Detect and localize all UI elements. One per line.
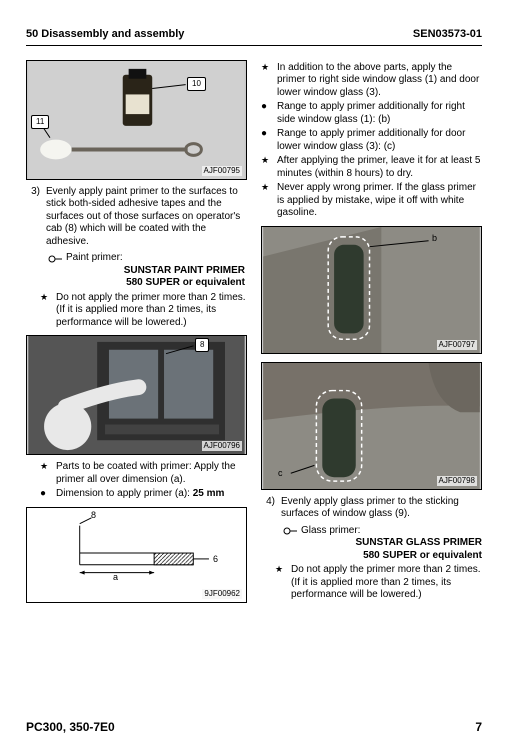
paint-primer-name-2: 580 SUPER or equivalent xyxy=(40,277,245,290)
right-range-c: Range to apply primer additionally for d… xyxy=(277,128,482,153)
left-column: 10 11 AJF00795 3) Evenly apply paint pri… xyxy=(26,60,247,603)
footer-model: PC300, 350-7E0 xyxy=(26,720,115,735)
paint-primer-label: Paint primer: xyxy=(66,252,123,265)
right-dry-note: After applying the primer, leave it for … xyxy=(277,155,482,180)
right-wrong-primer-note: Never apply wrong primer. If the glass p… xyxy=(277,182,482,220)
figure-dimension-diagram: 8 6 a 9JF00962 xyxy=(26,507,247,603)
figure-id: AJF00795 xyxy=(202,166,242,176)
bullet-icon: ● xyxy=(40,488,50,501)
figure-id: AJF00796 xyxy=(202,441,242,451)
figure-window-glass-c: c AJF00798 xyxy=(261,362,482,490)
glass-primer-label: Glass primer: xyxy=(301,525,360,538)
figure-apply-primer-cab: 8 AJF00796 xyxy=(26,335,247,455)
callout-b: b xyxy=(432,233,437,244)
figure-id: AJF00798 xyxy=(437,476,477,486)
right-star-note-4: Do not apply the primer more than 2 time… xyxy=(291,564,482,602)
primer-icon xyxy=(48,255,62,263)
star-icon: ★ xyxy=(261,182,271,220)
callout-11: 11 xyxy=(31,115,49,129)
left-star-note-2: Parts to be coated with primer: Apply th… xyxy=(56,461,247,486)
header-left: 50 Disassembly and assembly xyxy=(26,28,184,42)
figure-id: 9JF00962 xyxy=(202,589,242,599)
footer-page-number: 7 xyxy=(475,720,482,735)
step-number-3: 3) xyxy=(26,186,40,249)
star-icon: ★ xyxy=(261,62,271,100)
diagram-label-a: a xyxy=(113,572,118,583)
right-range-b: Range to apply primer additionally for r… xyxy=(277,101,482,126)
page-footer: PC300, 350-7E0 7 xyxy=(26,720,482,735)
right-note-addition: In addition to the above parts, apply th… xyxy=(277,62,482,100)
figure-window-glass-b: b AJF00797 xyxy=(261,226,482,354)
figure-id: AJF00797 xyxy=(437,340,477,350)
star-icon: ★ xyxy=(40,292,50,330)
star-icon: ★ xyxy=(275,564,285,602)
bullet-icon: ● xyxy=(261,128,271,153)
glass-primer-name-2: 580 SUPER or equivalent xyxy=(275,550,482,563)
callout-c: c xyxy=(278,468,283,479)
dimension-note: Dimension to apply primer (a): 25 mm xyxy=(56,488,224,501)
step-4-text: Evenly apply glass primer to the stickin… xyxy=(281,496,482,521)
step-3-text: Evenly apply paint primer to the surface… xyxy=(46,186,247,249)
star-icon: ★ xyxy=(261,155,271,180)
page-header: 50 Disassembly and assembly SEN03573-01 xyxy=(26,28,482,46)
paint-primer-name-1: SUNSTAR PAINT PRIMER xyxy=(40,265,245,278)
primer-icon xyxy=(283,527,297,535)
step-number-4: 4) xyxy=(261,496,275,521)
left-star-note-1: Do not apply the primer more than 2 time… xyxy=(56,292,247,330)
callout-8: 8 xyxy=(195,338,209,352)
star-icon: ★ xyxy=(40,461,50,486)
bullet-icon: ● xyxy=(261,101,271,126)
diagram-label-6: 6 xyxy=(213,554,218,565)
glass-primer-name-1: SUNSTAR GLASS PRIMER xyxy=(275,537,482,550)
figure-primer-bottle: 10 11 AJF00795 xyxy=(26,60,247,180)
diagram-label-8: 8 xyxy=(91,510,96,521)
right-column: ★ In addition to the above parts, apply … xyxy=(261,60,482,603)
callout-10: 10 xyxy=(187,77,206,91)
header-right: SEN03573-01 xyxy=(413,28,482,42)
